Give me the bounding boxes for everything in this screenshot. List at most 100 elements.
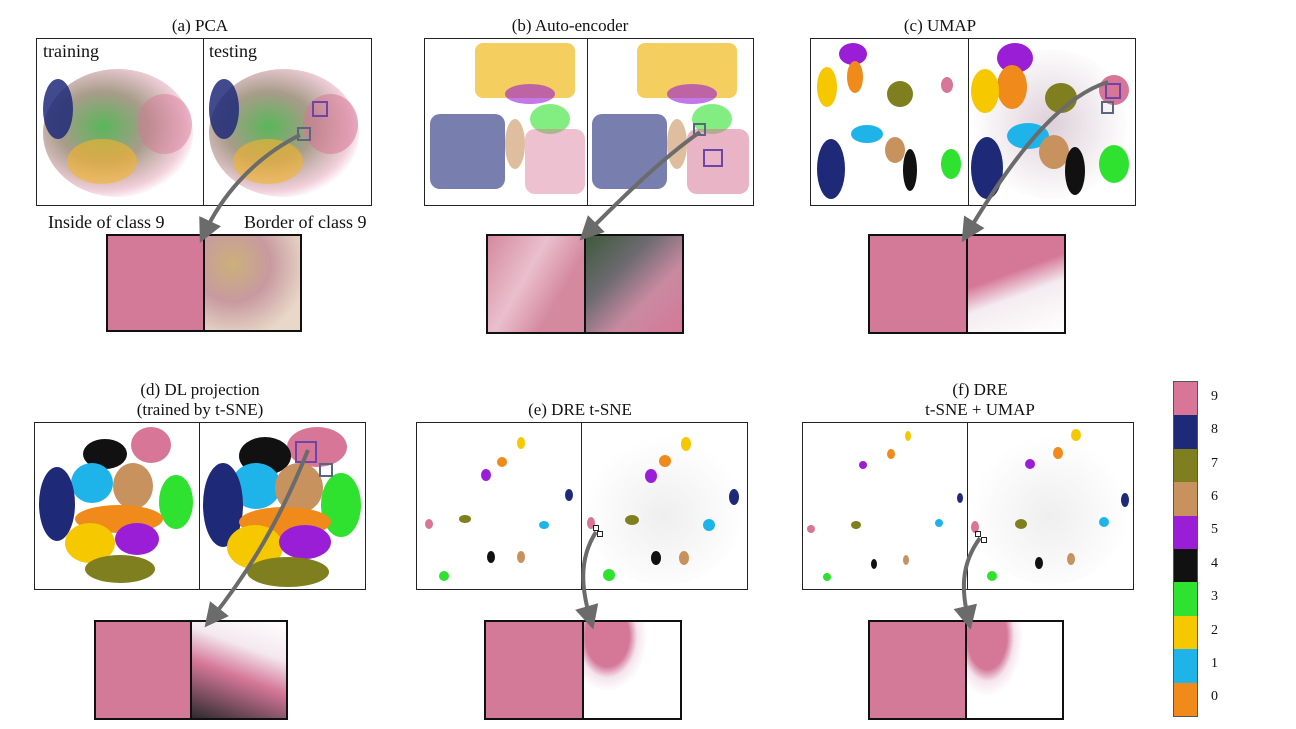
dre-tu-train-class5 <box>859 461 867 469</box>
dre-tu-border-box <box>981 537 987 543</box>
panel-b-zoom <box>486 234 684 334</box>
panel-c-divider <box>968 39 969 205</box>
dre-tu-test-class6 <box>1067 553 1075 565</box>
dre-tsne-test-class4 <box>651 551 661 565</box>
dre-tsne-test-class0 <box>659 455 671 467</box>
umap-test-class4 <box>1065 147 1085 195</box>
colorbar-swatch-class-0 <box>1174 682 1197 717</box>
dre-tu-test-class9 <box>971 521 979 533</box>
colorbar-swatch-class-8 <box>1174 415 1197 450</box>
colorbar-label-class-4: 4 <box>1211 555 1218 571</box>
panel-c-title: (c) UMAP <box>903 16 977 35</box>
panel-f-title-line2: t-SNE + UMAP <box>925 400 1035 419</box>
dre-tu-train-class8 <box>957 493 963 503</box>
umap-train-class5 <box>839 43 867 65</box>
panel-a-zoom <box>106 234 302 332</box>
dre-tu-train-class2 <box>905 431 911 441</box>
dre-tu-test-class2 <box>1071 429 1081 441</box>
ae-test-class8 <box>592 114 667 189</box>
panel-c-scatter <box>810 38 1136 206</box>
umap-train-class1 <box>851 125 883 143</box>
ae-train-class6 <box>505 119 525 169</box>
colorbar-label-class-0: 0 <box>1211 689 1218 705</box>
dre-tu-test-class3 <box>987 571 997 581</box>
panel-c-zoom-inside <box>870 236 967 332</box>
pca-train-class8 <box>43 79 73 139</box>
dre-tu-train-class0 <box>887 449 895 459</box>
dre-tsne-test-class8 <box>729 489 739 505</box>
umap-train-class4 <box>903 149 917 191</box>
colorbar-label-class-3: 3 <box>1211 589 1218 605</box>
dl-train-class3 <box>159 475 193 529</box>
dre-tsne-test-class5 <box>645 469 657 483</box>
pca-border-box <box>297 127 311 141</box>
dre-tsne-test-class9 <box>587 517 595 529</box>
dre-tu-train-class3 <box>823 573 831 581</box>
ae-train-class5 <box>505 84 555 104</box>
panel-d-scatter <box>34 422 366 590</box>
panel-b-title: (b) Auto-encoder <box>511 16 629 35</box>
panel-f-zoom-inside <box>870 622 966 718</box>
dre-tu-train-class7 <box>851 521 861 529</box>
panel-a-training-label: training <box>43 41 99 61</box>
panel-a-title: (a) PCA <box>171 16 229 35</box>
panel-a-zoom-inside <box>108 236 204 330</box>
pca-train-class2 <box>67 139 137 184</box>
pca-test-class8 <box>209 79 239 139</box>
dl-train-class8 <box>39 467 75 541</box>
colorbar-label-class-1: 1 <box>1211 655 1218 671</box>
panel-c-zoom-divider <box>966 236 968 332</box>
colorbar-label-class-6: 6 <box>1211 488 1218 504</box>
ae-border-box <box>693 123 706 136</box>
umap-border-box <box>1101 101 1114 114</box>
umap-train-class0 <box>847 61 863 93</box>
panel-a-testing-label: testing <box>209 41 257 61</box>
dre-tu-train-class6 <box>903 555 909 565</box>
panel-f-zoom-border <box>966 622 1062 718</box>
panel-e-zoom <box>484 620 682 720</box>
dre-tsne-border-box <box>597 531 603 537</box>
panel-a-zoom-right-label: Border of class 9 <box>244 212 367 232</box>
colorbar-swatch-class-1 <box>1174 649 1197 684</box>
dre-tsne-test-class7 <box>625 515 639 525</box>
dre-tu-train-class1 <box>935 519 943 527</box>
dre-tsne-train-class5 <box>481 469 491 481</box>
ae-train-class9 <box>525 129 585 194</box>
umap-inside-box <box>1105 83 1121 99</box>
pca-train-class9 <box>137 94 192 154</box>
dre-tsne-train-class8 <box>565 489 573 501</box>
dre-tu-zoom-box <box>975 531 981 537</box>
panel-d-title-line2: (trained by t-SNE) <box>136 400 264 419</box>
panel-d-zoom <box>94 620 288 720</box>
dre-tu-test-class5 <box>1025 459 1035 469</box>
dre-tsne-train-class0 <box>497 457 507 467</box>
dre-tsne-test-class3 <box>603 569 615 581</box>
panel-b-zoom-divider <box>584 236 586 332</box>
dl-train-class7 <box>85 555 155 583</box>
panel-e-scatter <box>416 422 748 590</box>
umap-test-class8 <box>971 137 1003 199</box>
panel-d-zoom-border <box>191 622 286 718</box>
umap-test-class0 <box>997 65 1027 109</box>
pca-test-class2 <box>233 139 303 184</box>
ae-test-class5 <box>667 84 717 104</box>
colorbar-label-class-9: 9 <box>1211 388 1218 404</box>
dre-tu-test-class7 <box>1015 519 1027 529</box>
dre-tu-train-class9 <box>807 525 815 533</box>
panel-d-zoom-inside <box>96 622 191 718</box>
panel-e-zoom-border <box>583 622 680 718</box>
panel-b-scatter <box>424 38 754 206</box>
umap-train-class6 <box>885 137 905 163</box>
dre-tu-test-class8 <box>1121 493 1129 507</box>
panel-f-zoom <box>868 620 1064 720</box>
colorbar-swatch-class-5 <box>1174 515 1197 550</box>
dl-inside-box <box>295 441 317 463</box>
dre-tsne-train-class3 <box>439 571 449 581</box>
colorbar-label-class-8: 8 <box>1211 422 1218 438</box>
panel-f-title-line1: (f) DRE <box>952 380 1008 399</box>
dre-tu-test-class0 <box>1053 447 1063 459</box>
dl-train-class5 <box>115 523 159 555</box>
dre-tsne-test-class2 <box>681 437 691 451</box>
umap-test-class2 <box>971 69 999 113</box>
